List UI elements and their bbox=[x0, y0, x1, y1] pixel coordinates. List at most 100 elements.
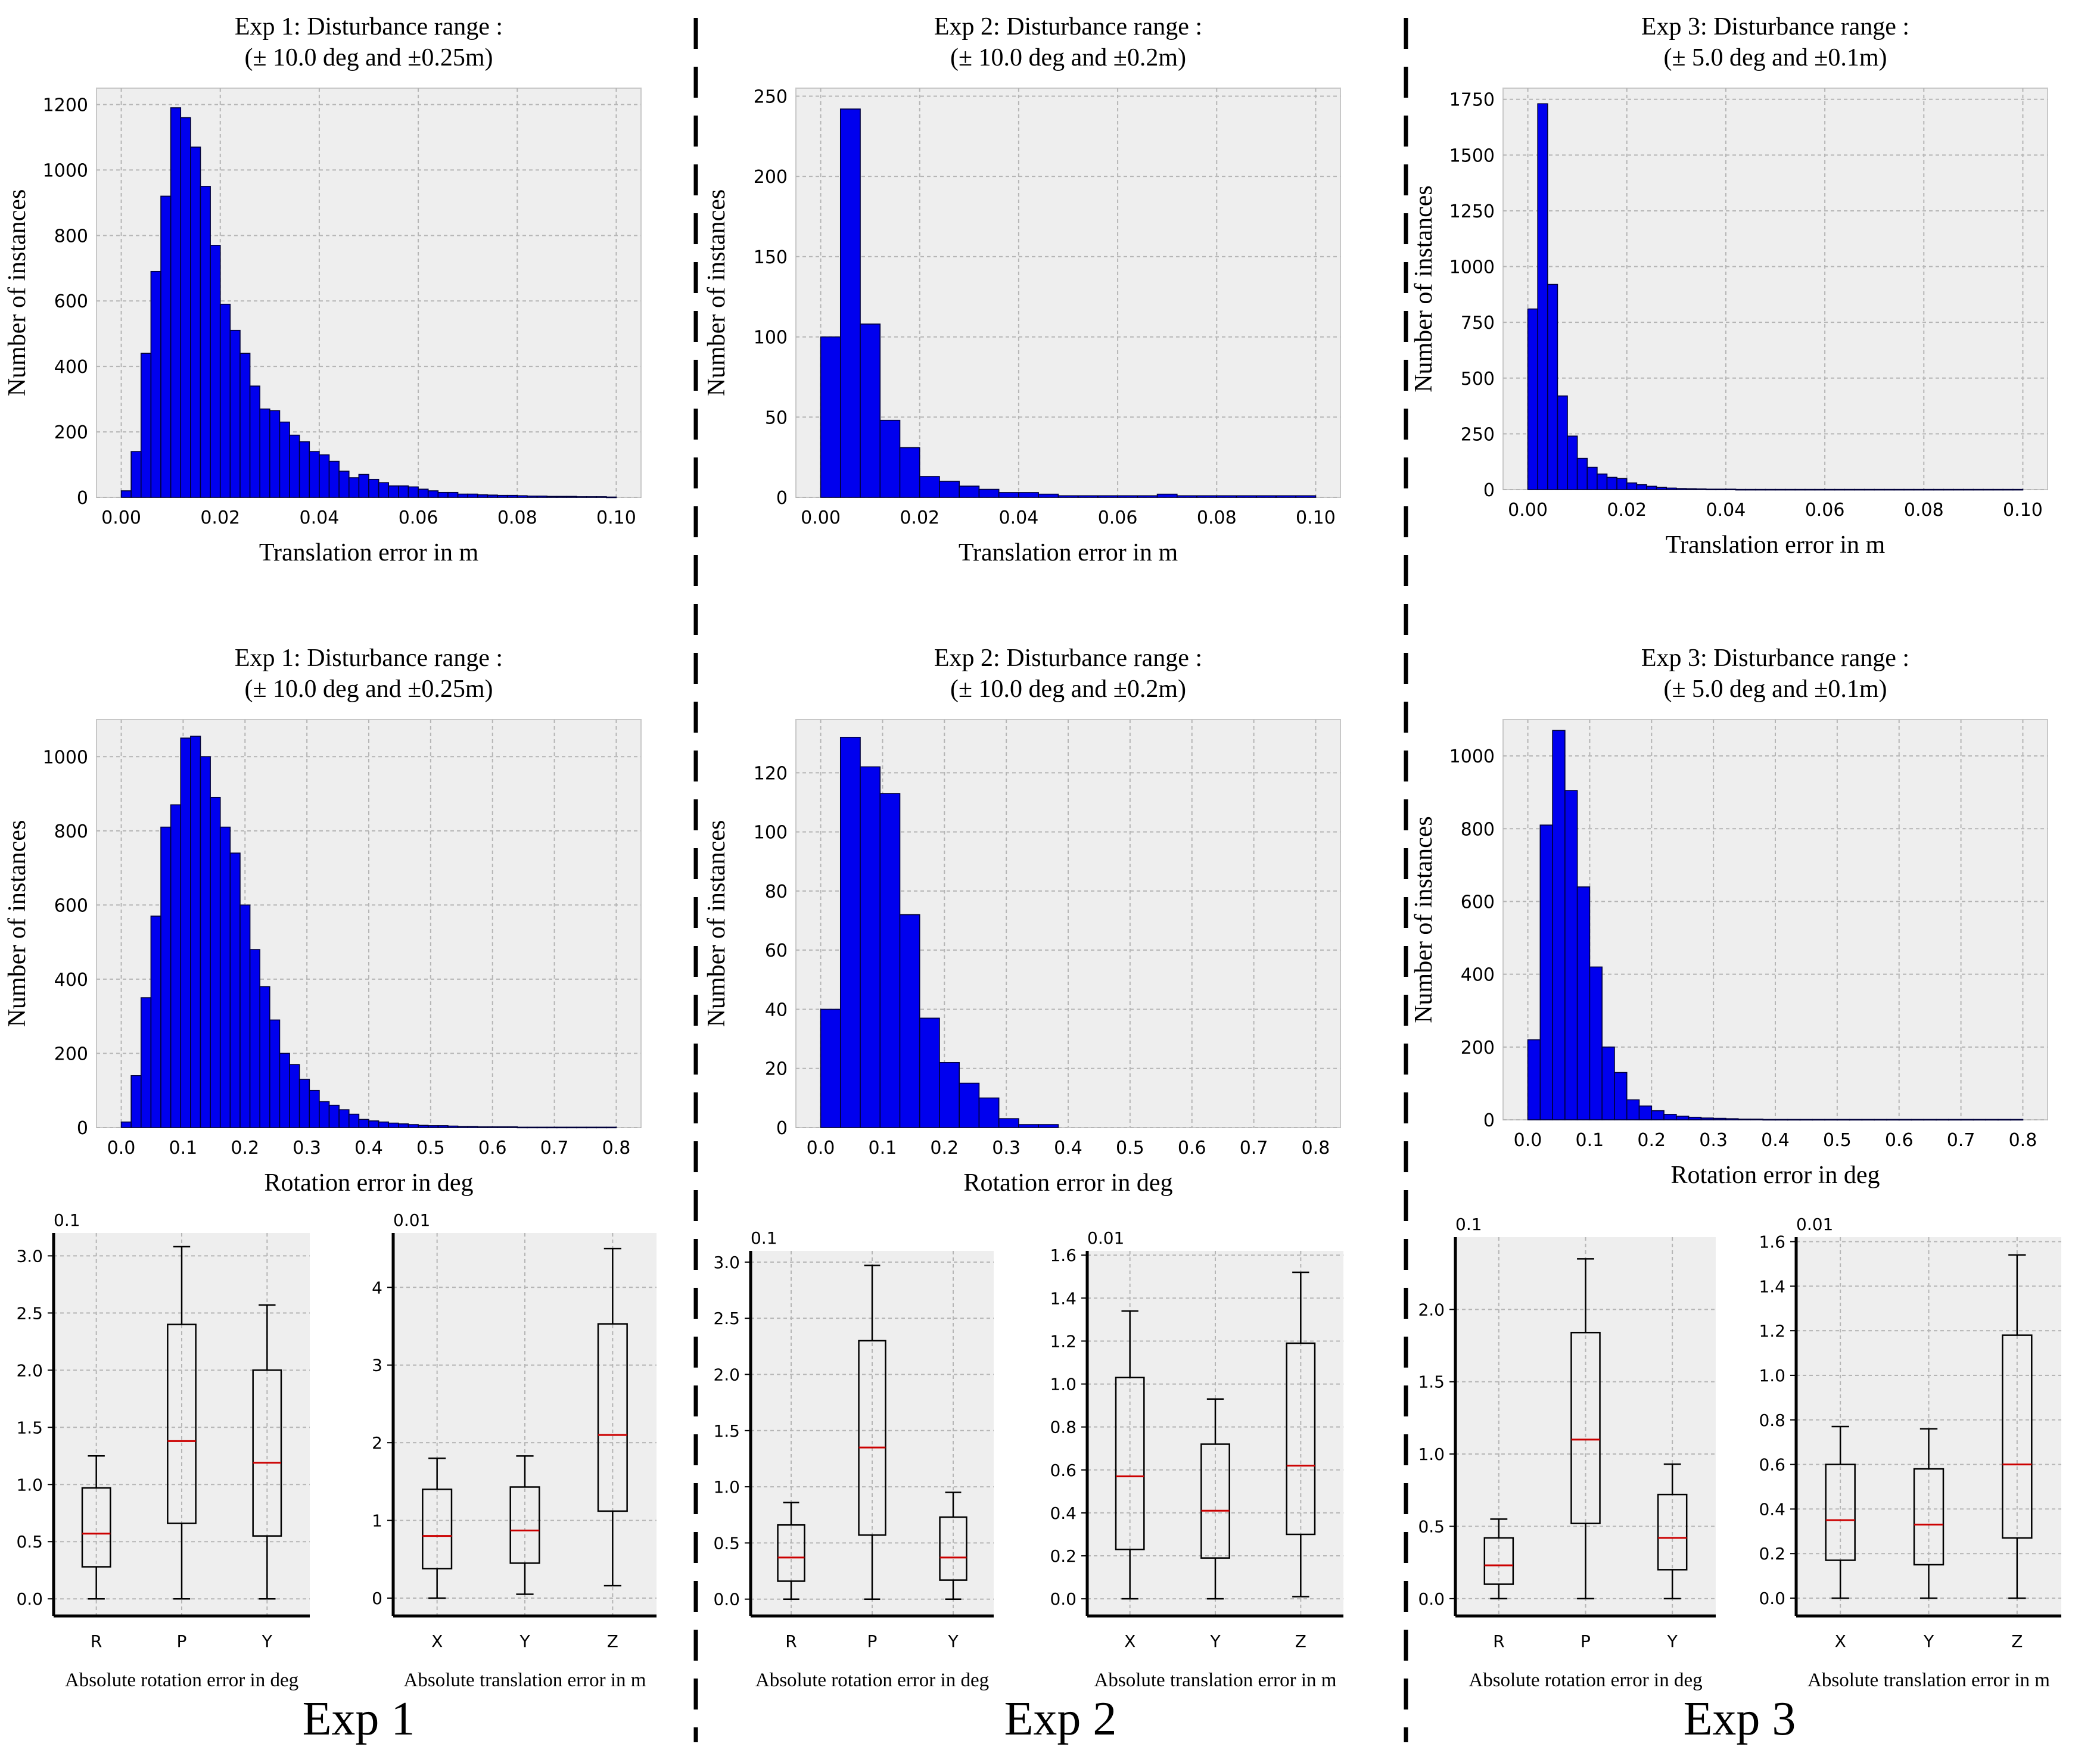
histogram-bar bbox=[1616, 478, 1628, 490]
exp1-translation-hist: 0.00 0.02 0.04 0.06 0.08 0.10 0 200 400 600 800 100… bbox=[4, 13, 642, 566]
x-tick-label: 0.5 bbox=[416, 1138, 445, 1159]
y-tick-label: 1000 bbox=[1449, 257, 1495, 278]
histogram-bar bbox=[1597, 473, 1608, 490]
y-tick-label: 1000 bbox=[43, 747, 88, 768]
histogram-bar bbox=[860, 323, 881, 498]
histogram-bar bbox=[556, 1126, 568, 1129]
histogram-bar bbox=[536, 1126, 547, 1129]
histogram-bar bbox=[269, 410, 281, 498]
histogram-bar bbox=[1750, 1118, 1764, 1120]
histogram-bar bbox=[1936, 1119, 1949, 1121]
histogram-bar bbox=[170, 804, 182, 1128]
histogram-bar bbox=[1097, 495, 1118, 498]
y-tick-label: 2.0 bbox=[713, 1365, 740, 1384]
y-tick-label: 1.5 bbox=[16, 1418, 43, 1437]
y-tick-label: 0.2 bbox=[1759, 1544, 1785, 1564]
y-tick-label: 3.0 bbox=[16, 1246, 43, 1266]
iqr-box bbox=[252, 1369, 282, 1537]
histogram-bar bbox=[1018, 1124, 1039, 1128]
y-axis-label: Number of instances bbox=[4, 820, 31, 1027]
x-tick-label: 0.8 bbox=[2009, 1130, 2037, 1151]
x-tick-label: R bbox=[91, 1631, 102, 1651]
x-tick-label: Z bbox=[2011, 1631, 2023, 1651]
y-tick-label: 1.0 bbox=[1759, 1366, 1785, 1385]
histogram-bar bbox=[939, 1061, 960, 1128]
y-tick-label: 1250 bbox=[1449, 201, 1495, 222]
histogram-bar bbox=[1651, 1110, 1665, 1120]
y-tick-label: 0.0 bbox=[1759, 1589, 1785, 1608]
histogram-bar bbox=[1973, 1119, 1986, 1121]
histogram-bar bbox=[546, 1126, 558, 1129]
histogram-bar bbox=[368, 1120, 379, 1128]
histogram-bar bbox=[1849, 1119, 1863, 1121]
histogram-bar bbox=[1700, 1117, 1714, 1120]
box-R bbox=[777, 1502, 805, 1600]
scale-label: 0.1 bbox=[751, 1228, 777, 1248]
histogram-bar bbox=[368, 478, 379, 498]
box-R bbox=[1483, 1518, 1514, 1600]
histogram-bar bbox=[348, 1113, 360, 1128]
y-tick-label: 2 bbox=[372, 1433, 382, 1453]
box-P bbox=[167, 1245, 197, 1600]
histogram-bar bbox=[457, 493, 468, 498]
histogram-bar bbox=[1614, 1072, 1628, 1120]
histogram-bar bbox=[378, 1121, 390, 1128]
y-tick-label: 0.6 bbox=[1050, 1461, 1077, 1480]
histogram-bar bbox=[939, 481, 960, 498]
histogram-bar bbox=[820, 336, 841, 498]
histogram-bar bbox=[298, 441, 310, 498]
x-tick-label: X bbox=[1124, 1631, 1135, 1651]
histogram-bar bbox=[1638, 1105, 1653, 1120]
y-tick-label: 1.2 bbox=[1050, 1331, 1077, 1351]
exp1-rotation-box: R P Y 0.0 0.5 1.0 1.5 2.0 2.5 3.0 0.1 Absolute rota… bbox=[16, 1210, 310, 1691]
histogram-bar bbox=[229, 329, 241, 498]
x-tick-label: 0.04 bbox=[1706, 500, 1746, 521]
x-tick-label: 0.2 bbox=[1637, 1130, 1666, 1151]
y-tick-label: 750 bbox=[1461, 313, 1495, 334]
histogram-bar bbox=[1676, 1116, 1690, 1120]
y-tick-label: 200 bbox=[754, 167, 788, 188]
histogram-bar bbox=[180, 737, 191, 1128]
histogram-bar bbox=[1586, 466, 1598, 490]
y-tick-label: 1.5 bbox=[713, 1421, 740, 1441]
iqr-box bbox=[1657, 1493, 1688, 1571]
x-tick-label: 0.02 bbox=[1607, 500, 1647, 521]
y-tick-label: 100 bbox=[754, 328, 788, 348]
histogram-bar bbox=[1236, 495, 1257, 498]
y-tick-label: 1200 bbox=[43, 95, 88, 116]
box-Y bbox=[252, 1304, 282, 1600]
histogram-bar bbox=[497, 494, 508, 498]
histogram-bar bbox=[407, 1124, 419, 1128]
box-X bbox=[1825, 1425, 1856, 1599]
y-tick-label: 120 bbox=[754, 763, 788, 784]
x-tick-label: 0.4 bbox=[1761, 1130, 1790, 1151]
y-tick-label: 0 bbox=[776, 1118, 788, 1139]
x-tick-label: 0.8 bbox=[1302, 1138, 1330, 1159]
scale-label: 0.01 bbox=[1796, 1215, 1833, 1234]
histogram-bar bbox=[839, 108, 861, 498]
chart-subtitle: (± 10.0 deg and ±0.25m) bbox=[244, 44, 493, 71]
histogram-bar bbox=[388, 1122, 399, 1128]
histogram-bar bbox=[487, 1126, 498, 1128]
histogram-bar bbox=[249, 949, 260, 1128]
histogram-bar bbox=[210, 245, 221, 498]
histogram-bar bbox=[517, 1126, 528, 1129]
y-tick-label: 1500 bbox=[1449, 145, 1495, 166]
y-tick-label: 0 bbox=[372, 1589, 382, 1608]
y-tick-label: 600 bbox=[1461, 892, 1495, 913]
histogram-bar bbox=[1255, 495, 1277, 498]
y-axis-label: Number of instances bbox=[1410, 185, 1438, 393]
y-tick-label: 0 bbox=[1483, 480, 1495, 501]
x-tick-label: X bbox=[431, 1631, 443, 1651]
histogram-bar bbox=[289, 1064, 300, 1128]
histogram-bar bbox=[427, 1125, 439, 1128]
y-tick-label: 1000 bbox=[1449, 746, 1495, 767]
x-tick-label: 0.3 bbox=[1699, 1130, 1728, 1151]
y-tick-label: 250 bbox=[754, 86, 788, 107]
histogram-bar bbox=[1737, 1118, 1751, 1120]
y-tick-label: 600 bbox=[54, 291, 88, 312]
histogram-bar bbox=[1685, 488, 1697, 490]
y-tick-label: 400 bbox=[54, 357, 88, 378]
histogram-bar bbox=[1705, 488, 1717, 491]
